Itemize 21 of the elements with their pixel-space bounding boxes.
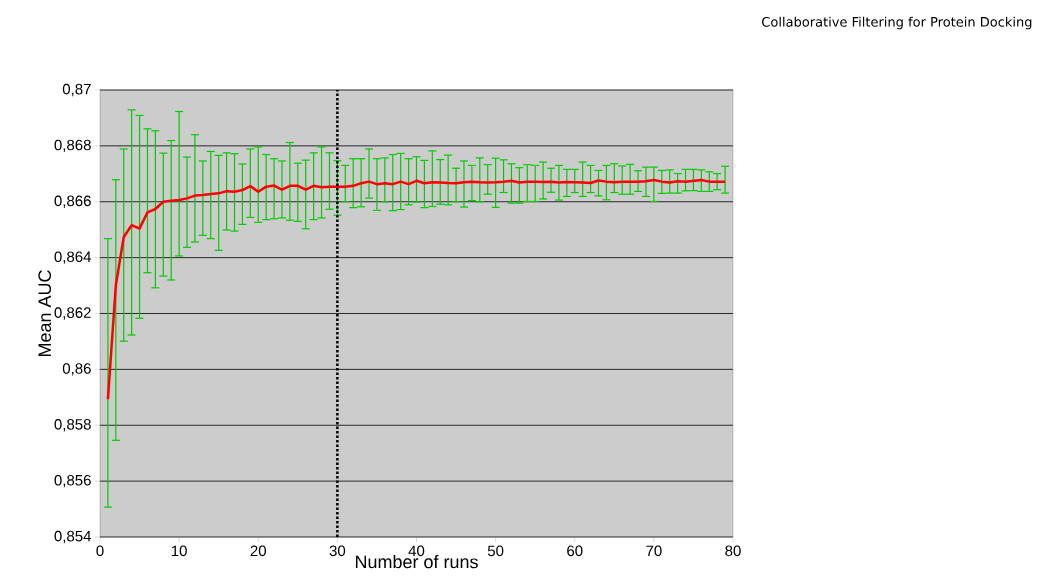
y-tick-label: 0,866: [54, 195, 91, 208]
x-tick-label: 20: [250, 545, 266, 557]
y-tick-label: 0,854: [54, 530, 92, 544]
x-tick-label: 40: [408, 545, 425, 557]
y-tick-label: 0,87: [62, 83, 91, 97]
y-tick-label: 0,856: [54, 474, 91, 488]
x-tick-label: 60: [567, 545, 583, 557]
y-tick-label: 0,868: [54, 139, 91, 153]
y-tick-label: 0,862: [54, 307, 91, 320]
x-axis-title: Number of runs: [355, 555, 478, 569]
x-tick-label: 50: [487, 545, 504, 557]
y-axis-title: Mean AUC: [38, 270, 52, 357]
text: Collaborative Filtering for Protein Docking: [762, 16, 1032, 30]
x-tick-label: 70: [646, 545, 662, 557]
y-tick-label: 0,864: [54, 251, 92, 264]
y-tick-label: 0,858: [54, 419, 91, 432]
x-tick-label: 80: [725, 545, 741, 557]
x-tick-label: 10: [171, 545, 187, 557]
x-tick-label: 30: [329, 545, 346, 557]
x-tick-label: 0: [96, 545, 104, 557]
y-tick-label: 0,86: [62, 363, 91, 376]
